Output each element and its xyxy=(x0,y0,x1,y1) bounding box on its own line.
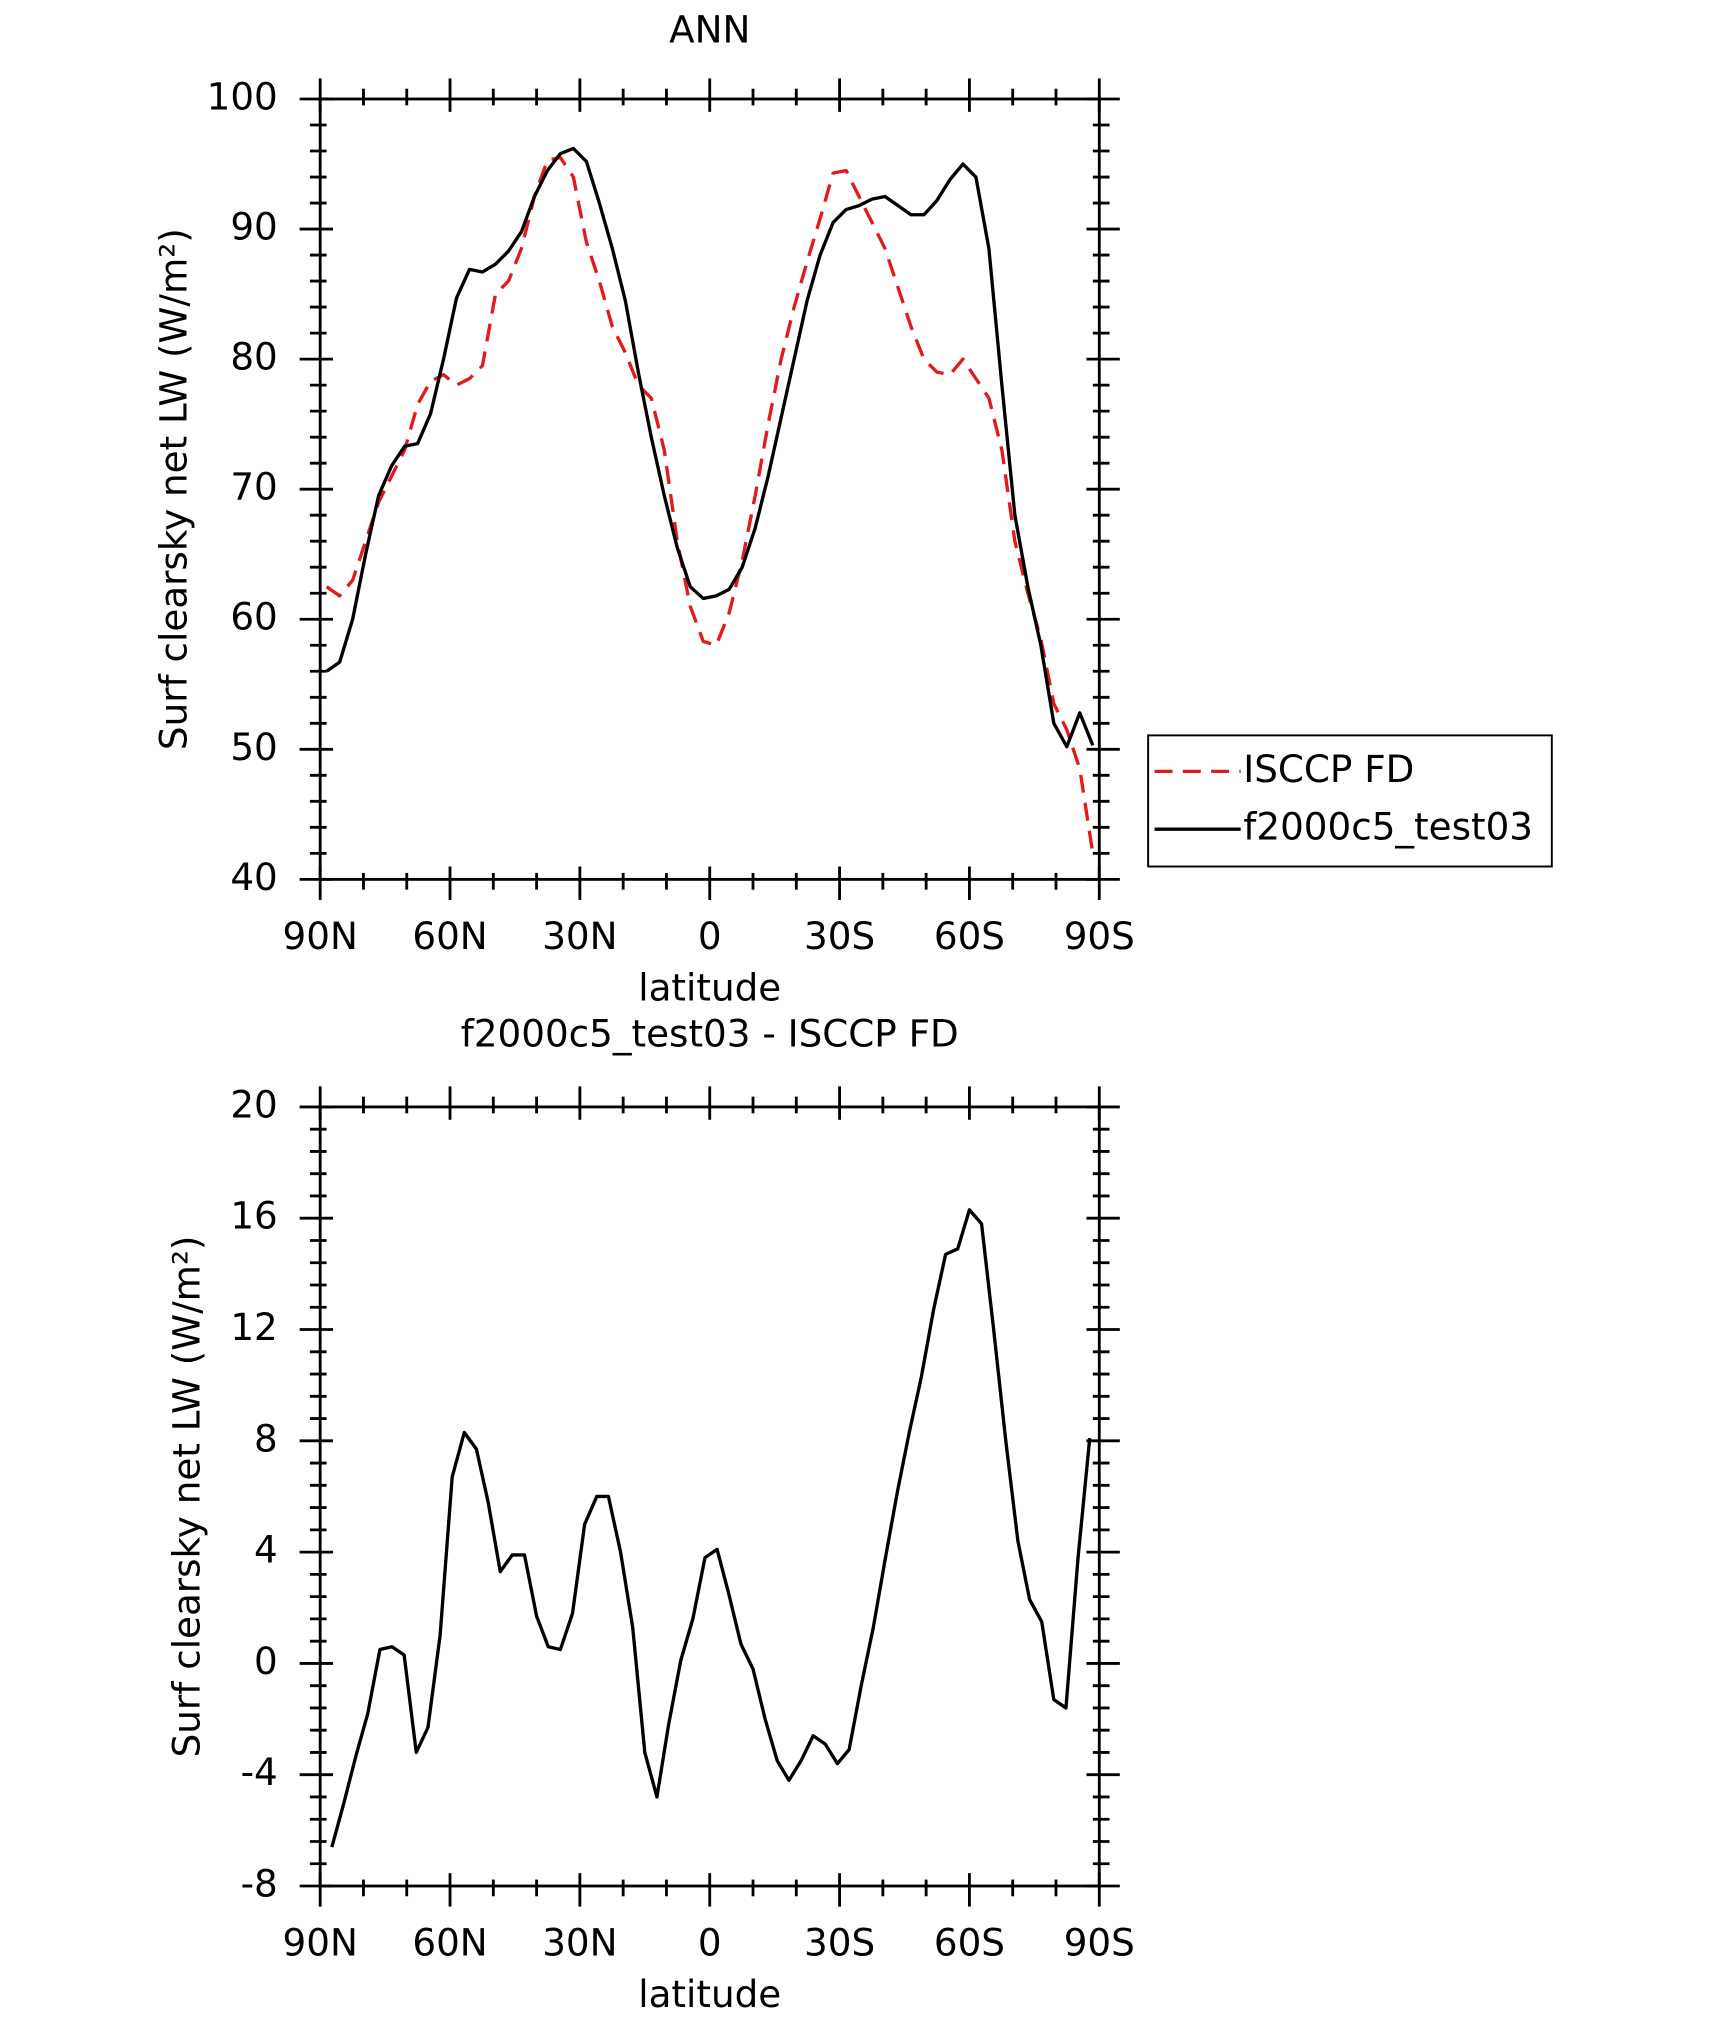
y-tick-label: -4 xyxy=(241,1750,278,1794)
x-tick-label: 30S xyxy=(804,1921,875,1965)
y-tick-label: 70 xyxy=(230,465,277,509)
x-tick-label: 60N xyxy=(412,1921,487,1965)
y-tick-label: 0 xyxy=(254,1639,278,1683)
data-line xyxy=(325,155,1095,854)
y-tick-label: 12 xyxy=(230,1305,277,1349)
legend-box xyxy=(1147,734,1553,868)
x-axis-label: latitude xyxy=(638,1972,781,2016)
legend-label: f2000c5_test03 xyxy=(1243,805,1533,849)
x-tick-label: 30N xyxy=(542,1921,617,1965)
x-tick-label: 90N xyxy=(283,914,358,958)
y-tick-label: 60 xyxy=(230,595,277,639)
y-tick-label: 40 xyxy=(230,855,277,899)
y-tick-label: 8 xyxy=(254,1416,278,1460)
y-tick-label: 50 xyxy=(230,725,277,769)
y-tick-label: 90 xyxy=(230,205,277,249)
data-line xyxy=(330,1208,1092,1848)
x-tick-label: 90S xyxy=(1064,1921,1135,1965)
x-tick-label: 30N xyxy=(542,914,617,958)
x-tick-label: 90S xyxy=(1064,914,1135,958)
x-tick-label: 60N xyxy=(412,914,487,958)
y-tick-label: 100 xyxy=(207,74,278,118)
chart-title: ANN xyxy=(669,8,750,52)
y-tick-label: 4 xyxy=(254,1528,278,1572)
y-tick-label: 80 xyxy=(230,335,277,379)
y-tick-label: 16 xyxy=(230,1194,277,1238)
x-tick-label: 60S xyxy=(934,1921,1005,1965)
x-tick-label: 0 xyxy=(698,1921,722,1965)
x-tick-label: 60S xyxy=(934,914,1005,958)
y-axis-label: Surf clearsky net LW (W/m²) xyxy=(165,1236,209,1758)
chart-title: f2000c5_test03 - ISCCP FD xyxy=(461,1012,959,1056)
x-tick-label: 0 xyxy=(698,914,722,958)
legend-label: ISCCP FD xyxy=(1243,747,1414,791)
x-tick-label: 90N xyxy=(283,1921,358,1965)
x-tick-label: 30S xyxy=(804,914,875,958)
y-tick-label: 20 xyxy=(230,1082,277,1126)
data-line xyxy=(325,146,1095,749)
x-axis-label: latitude xyxy=(638,965,781,1009)
y-axis-label: Surf clearsky net LW (W/m²) xyxy=(152,228,196,750)
y-tick-label: -8 xyxy=(241,1862,278,1906)
